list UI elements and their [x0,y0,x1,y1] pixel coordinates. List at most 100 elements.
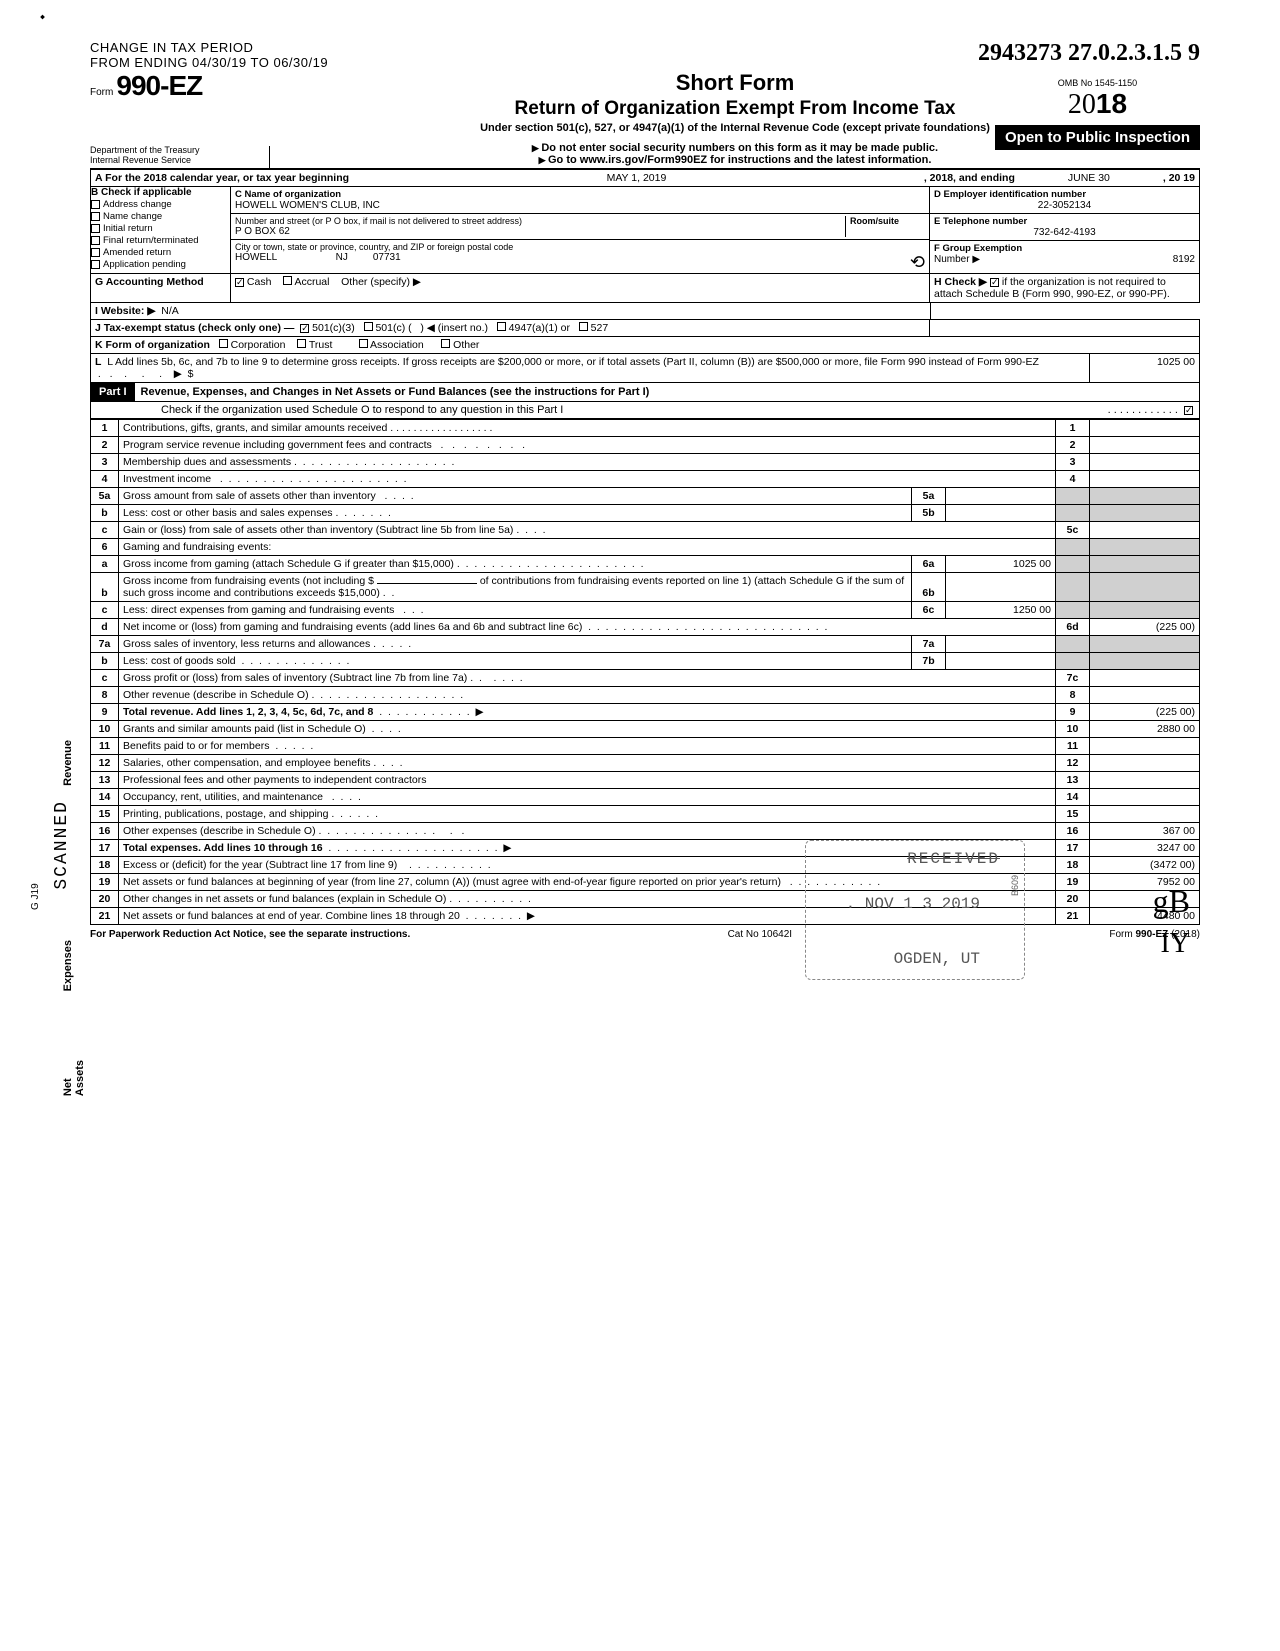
row-a-label: A For the 2018 calendar year, or tax yea… [91,170,353,186]
section-b-label: B Check if applicable [91,187,230,198]
line-6b: bGross income from fundraising events (n… [91,573,1200,602]
row-l: L L Add lines 5b, 6c, and 7b to line 9 t… [90,354,1200,383]
line-11: 11Benefits paid to or for members . . . … [91,738,1200,755]
tax-year: 2018 [995,88,1200,121]
lines-table: 1Contributions, gifts, grants, and simil… [90,419,1200,925]
city-state-zip: HOWELL NJ 07731 ⟲ [235,252,925,263]
section-l-text: L L Add lines 5b, 6c, and 7b to line 9 t… [91,354,1089,382]
line-2: 2Program service revenue including gover… [91,437,1200,454]
netassets-label: Net Assets [62,1060,86,1096]
line-18: 18Excess or (deficit) for the year (Subt… [91,857,1200,874]
ogden-stamp: OGDEN, UT [894,950,980,968]
section-k: K Form of organization Corporation Trust… [91,337,1199,353]
stamp-B609: B609 [1010,875,1020,896]
side-mark: G J19 [30,883,41,910]
part1-check-text: Check if the organization used Schedule … [161,404,1108,416]
cb-other-org[interactable] [441,339,450,348]
line-5c: cGain or (loss) from sale of assets othe… [91,522,1200,539]
cb-address-change[interactable]: Address change [91,199,230,210]
cb-initial-return[interactable]: Initial return [91,223,230,234]
phone: 732-642-4193 [934,227,1195,238]
row-a-end: JUNE 30 [1019,170,1159,186]
cat-no: Cat No 10642I [728,929,793,940]
line-21: 21Net assets or fund balances at end of … [91,908,1200,925]
open-public-badge: Open to Public Inspection [995,125,1200,150]
footer-row: For Paperwork Reduction Act Notice, see … [90,929,1200,940]
form-label: Form 990-EZ [90,70,270,102]
addr-label: Number and street (or P O box, if mail i… [235,216,845,226]
cb-corp[interactable] [219,339,228,348]
cb-cash[interactable] [235,278,244,287]
row-a-end-year: , 20 19 [1159,170,1199,186]
line-5a: 5aGross amount from sale of assets other… [91,488,1200,505]
line-7a: 7aGross sales of inventory, less returns… [91,636,1200,653]
cb-name-change[interactable]: Name change [91,211,230,222]
cb-schedule-o[interactable] [1184,406,1193,415]
initials-1: gB [1153,883,1190,920]
expenses-label: Expenses [62,940,74,991]
line-4: 4Investment income . . . . . . . . . . .… [91,471,1200,488]
received-stamp: RECEIVED [907,850,1000,868]
cb-schedule-b[interactable] [990,278,999,287]
row-j: J Tax-exempt status (check only one) — 5… [90,320,1200,337]
line-20: 20Other changes in net assets or fund ba… [91,891,1200,908]
omb-label: OMB No 1545-1150 [995,78,1200,88]
ein: 22-3052134 [934,200,1195,211]
section-g-options: Cash Accrual Other (specify) ▶ [231,274,929,302]
cb-pending[interactable]: Application pending [91,259,230,270]
room-suite-label: Room/suite [845,216,925,237]
section-b: B Check if applicable Address change Nam… [91,187,231,273]
year-box: OMB No 1545-1150 2018 Open to Public Ins… [995,78,1200,150]
line-15: 15Printing, publications, postage, and s… [91,806,1200,823]
initials-2: IY [1160,928,1190,960]
line-6: 6Gaming and fundraising events: [91,539,1200,556]
handwritten-number: 2943273 27.0.2.3.1.5 9 [978,40,1200,67]
line-14: 14Occupancy, rent, utilities, and mainte… [91,789,1200,806]
line-12: 12Salaries, other compensation, and empl… [91,755,1200,772]
part1-header-row: Part I Revenue, Expenses, and Changes in… [90,383,1200,402]
row-gh: G Accounting Method Cash Accrual Other (… [90,274,1200,303]
irs-label: Internal Revenue Service [90,156,269,166]
cb-accrual[interactable] [283,276,292,285]
right-header-col: D Employer identification number 22-3052… [929,187,1199,273]
cb-final-return[interactable]: Final return/terminated [91,235,230,246]
row-a-tax-year: A For the 2018 calendar year, or tax yea… [90,169,1200,187]
group-exemption: Number ▶ 8192 [934,254,1195,265]
cb-assoc[interactable] [359,339,368,348]
section-e-label: E Telephone number [934,216,1195,227]
part1-label: Part I [91,383,135,401]
cb-trust[interactable] [297,339,306,348]
line-16: 16Other expenses (describe in Schedule O… [91,823,1200,840]
row-k: K Form of organization Corporation Trust… [90,337,1200,354]
line-13: 13Professional fees and other payments t… [91,772,1200,789]
paperwork-notice: For Paperwork Reduction Act Notice, see … [90,929,410,940]
top-mark-icon: ⬩ [40,8,45,25]
line-7b: bLess: cost of goods sold . . . . . . . … [91,653,1200,670]
section-g-label: G Accounting Method [91,274,231,302]
header: CHANGE IN TAX PERIOD FROM ENDING 04/30/1… [90,40,1200,134]
form-number: 990-EZ [116,70,202,101]
line-6d: dNet income or (loss) from gaming and fu… [91,619,1200,636]
city-label: City or town, state or province, country… [235,242,925,252]
cb-4947[interactable] [497,322,506,331]
section-c: C Name of organization HOWELL WOMEN'S CL… [231,187,929,273]
line-8: 8Other revenue (describe in Schedule O) … [91,687,1200,704]
cb-527[interactable] [579,322,588,331]
section-j: J Tax-exempt status (check only one) — 5… [91,320,929,336]
cb-501c[interactable] [364,322,373,331]
revenue-label: Revenue [62,740,74,786]
line-6c: cLess: direct expenses from gaming and f… [91,602,1200,619]
org-name: HOWELL WOMEN'S CLUB, INC [235,200,925,211]
header-grid: B Check if applicable Address change Nam… [90,187,1200,274]
date-stamp: . NOV 1 3 2019 [846,895,980,913]
warn2: Go to www.irs.gov/Form990EZ for instruct… [270,154,1200,166]
line-9: 9Total revenue. Add lines 1, 2, 3, 4, 5c… [91,704,1200,721]
line-17: 17Total expenses. Add lines 10 through 1… [91,840,1200,857]
line-6a: aGross income from gaming (attach Schedu… [91,556,1200,573]
row-i: I Website: ▶ N/A [90,303,1200,320]
form-prefix: Form [90,87,113,98]
cb-amended[interactable]: Amended return [91,247,230,258]
scanned-stamp: SCANNED [52,800,72,890]
section-h: H Check ▶ if the organization is not req… [929,274,1199,302]
cb-501c3[interactable] [300,324,309,333]
